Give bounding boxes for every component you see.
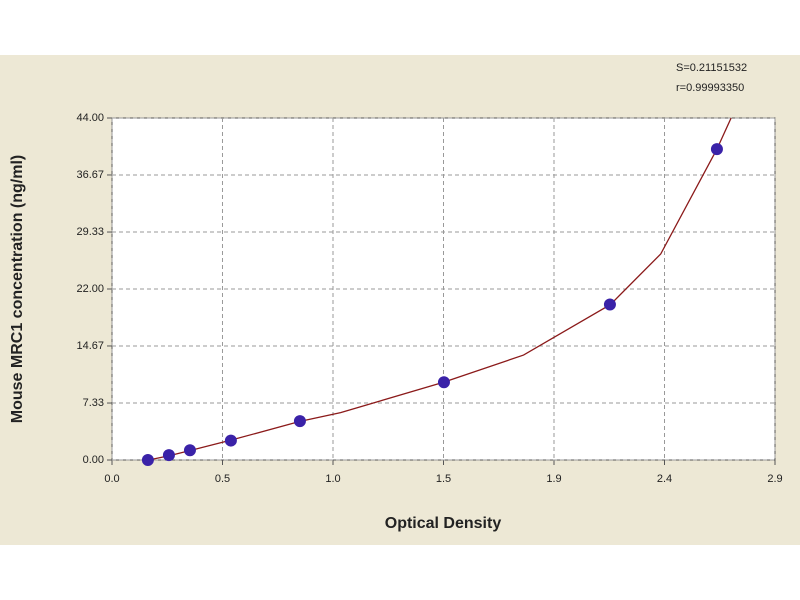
data-point bbox=[293, 415, 306, 428]
data-point bbox=[437, 376, 450, 389]
y-axis-title: Mouse MRC1 concentration (ng/ml) bbox=[9, 155, 26, 423]
data-point bbox=[183, 444, 196, 457]
data-point bbox=[162, 449, 175, 462]
y-tick-label: 36.67 bbox=[76, 169, 104, 181]
x-tick-label: 1.9 bbox=[546, 473, 561, 485]
data-point bbox=[224, 434, 237, 447]
annotation: S=0.21151532 bbox=[676, 62, 747, 74]
y-tick-label: 0.00 bbox=[83, 454, 104, 466]
x-tick-label: 1.5 bbox=[436, 473, 451, 485]
y-tick-label: 44.00 bbox=[76, 112, 104, 124]
x-axis-title: Optical Density bbox=[385, 515, 502, 532]
x-tick-label: 0.0 bbox=[104, 473, 119, 485]
x-tick-label: 1.0 bbox=[325, 473, 340, 485]
data-point bbox=[603, 298, 616, 311]
annotation: r=0.99993350 bbox=[676, 82, 744, 94]
x-tick-label: 0.5 bbox=[215, 473, 230, 485]
y-tick-label: 29.33 bbox=[76, 226, 104, 238]
data-point bbox=[141, 454, 154, 466]
x-tick-label: 2.9 bbox=[767, 473, 782, 485]
x-tick-label: 2.4 bbox=[657, 473, 672, 485]
y-tick-label: 22.00 bbox=[76, 283, 104, 295]
y-tick-label: 14.67 bbox=[76, 340, 104, 352]
data-point bbox=[710, 143, 723, 156]
y-tick-label: 7.33 bbox=[83, 397, 104, 409]
